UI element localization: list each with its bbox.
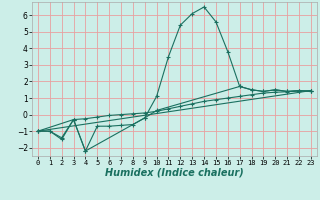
X-axis label: Humidex (Indice chaleur): Humidex (Indice chaleur) <box>105 168 244 178</box>
